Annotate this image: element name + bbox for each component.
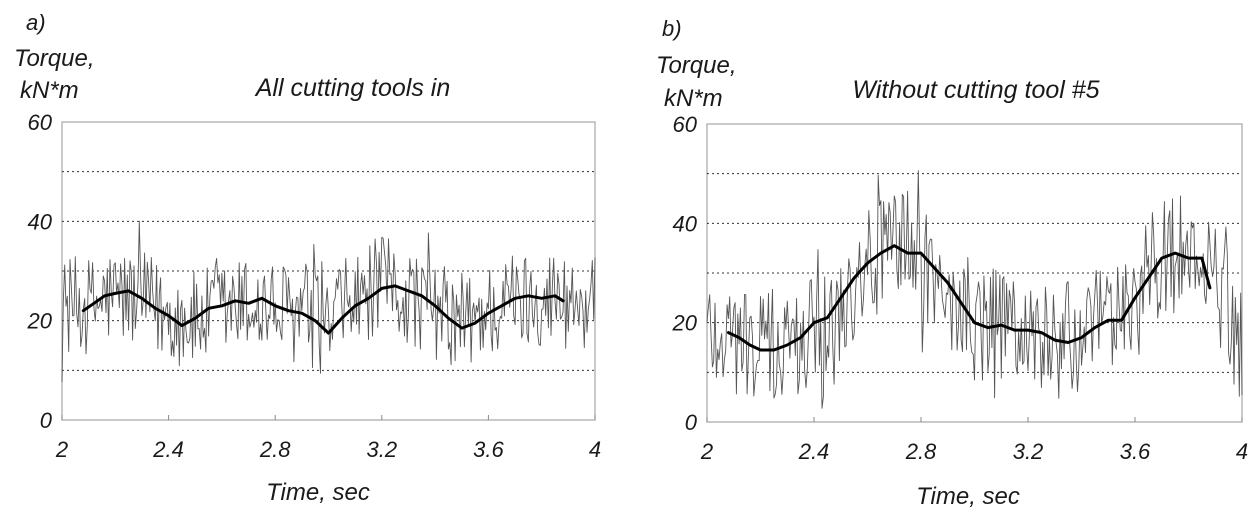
x-tick-label: 2.4 (152, 437, 184, 462)
x-tick-labels: 2 2.4 2.8 3.2 3.6 4 (700, 417, 1248, 464)
panel-a: a) Torque, kN*m All cutting tools in Tim… (14, 10, 601, 506)
panel-b: b) Torque, kN*m Without cutting tool #5 … (656, 16, 1248, 510)
x-tick-label: 2.8 (259, 437, 291, 462)
y-axis-label-line1: Torque, (14, 45, 95, 72)
x-axis-label: Time, sec (916, 483, 1020, 510)
y-tick-label: 20 (27, 309, 53, 334)
x-tick-label: 3.2 (1013, 439, 1044, 464)
x-tick-label: 4 (1236, 439, 1248, 464)
series-group (706, 170, 1243, 409)
x-tick-label: 3.6 (1120, 439, 1151, 464)
smoothed-torque-line (81, 284, 565, 335)
chart-title: All cutting tools in (254, 74, 451, 102)
x-tick-label: 2 (700, 439, 713, 464)
y-tick-label: 40 (28, 209, 53, 234)
series-group (61, 220, 596, 383)
y-axis-label-line2: kN*m (20, 77, 79, 104)
raw-torque-line (706, 170, 1243, 409)
x-tick-label: 2.8 (905, 439, 937, 464)
y-tick-labels: 0 20 40 60 (672, 112, 698, 435)
y-tick-label: 60 (673, 112, 698, 137)
panel-label: a) (26, 10, 46, 35)
y-tick-labels: 0 20 40 60 (27, 110, 53, 433)
x-tick-labels: 2 2.4 2.8 3.2 3.6 4 (55, 415, 601, 462)
y-tick-label: 0 (685, 410, 698, 435)
y-tick-label: 0 (40, 408, 53, 433)
smoothed-torque-line (726, 244, 1212, 352)
x-tick-label: 2.4 (798, 439, 830, 464)
x-tick-label: 2 (55, 437, 68, 462)
panel-label: b) (662, 16, 682, 41)
chart-title: Without cutting tool #5 (852, 76, 1099, 104)
y-tick-label: 40 (673, 211, 698, 236)
x-axis-label: Time, sec (266, 479, 370, 506)
y-axis-label-line2: kN*m (664, 85, 723, 112)
raw-torque-line (61, 220, 596, 383)
x-tick-label: 3.2 (367, 437, 398, 462)
x-tick-label: 3.6 (473, 437, 504, 462)
y-axis-label-line1: Torque, (656, 52, 737, 79)
x-tick-label: 4 (589, 437, 601, 462)
y-tick-label: 20 (672, 311, 698, 336)
grid-lines (62, 171, 595, 371)
y-tick-label: 60 (28, 110, 53, 135)
